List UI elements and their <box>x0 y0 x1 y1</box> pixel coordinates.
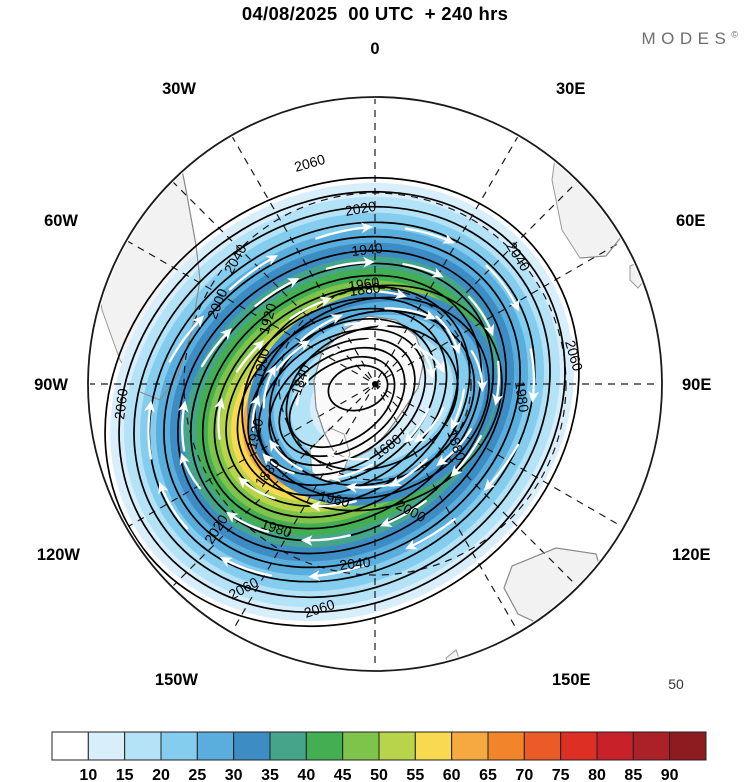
wind-streamlines <box>144 222 540 582</box>
colorbar-tick-label: 30 <box>225 767 243 782</box>
colorbar-cell <box>414 731 453 761</box>
map-boundary-circle <box>87 96 663 672</box>
colorbar-tick-label: 85 <box>624 767 642 782</box>
colorbar-tick-label: 45 <box>334 767 352 782</box>
contour-label: 1920 <box>243 416 266 450</box>
vector-scale-legend: 50 <box>668 676 684 690</box>
colorbar-cell <box>596 731 634 761</box>
contour-label: 2040 <box>339 554 372 573</box>
contour-label: 2060 <box>111 387 131 420</box>
polar-map: 2060 2020 2040 1940 1960 1880 1920 2000 … <box>0 30 750 690</box>
colorbar-cell <box>560 731 598 761</box>
colorbar-tick-label: 60 <box>443 767 461 782</box>
brand-text: MODES <box>641 29 732 48</box>
colorbar-tick-label: 50 <box>370 767 388 782</box>
lon-label-60e: 60E <box>676 212 705 230</box>
colorbar-cell <box>196 731 235 761</box>
colorbar-cell <box>669 731 707 761</box>
lon-label-150w: 150W <box>155 671 199 689</box>
colorbar-cell <box>487 731 525 761</box>
map-svg: 2060 2020 2040 1940 1960 1880 1920 2000 … <box>34 40 711 690</box>
contour-value-labels: 2060 2020 2040 1940 1960 1880 1920 2000 … <box>111 151 586 621</box>
lon-label-30w: 30W <box>162 80 196 98</box>
contour-label: 1980 <box>512 380 532 413</box>
lon-label-90e: 90E <box>682 376 711 394</box>
lon-label-120w: 120W <box>37 546 81 564</box>
colorbar-tick-label: 75 <box>552 767 570 782</box>
colorbar-cell <box>378 731 416 761</box>
contour-label: 1940 <box>351 240 384 259</box>
colorbar-cell <box>87 731 126 761</box>
lon-label-0: 0 <box>370 40 379 58</box>
colorbar-cell <box>124 731 162 761</box>
colorbar-cell <box>51 731 89 761</box>
colorbar-cells <box>51 731 707 761</box>
page-title: 04/08/2025 00 UTC + 240 hrs <box>241 3 509 24</box>
colorbar-tick-label: 55 <box>406 767 424 782</box>
colorbar: 10 15 20 25 30 35 40 45 50 55 60 65 70 75 80 85 90 <box>0 726 750 782</box>
colorbar-tick-label: 35 <box>261 767 279 782</box>
lon-label-120e: 120E <box>672 546 711 564</box>
colorbar-cell <box>632 731 671 761</box>
colorbar-tick-label: 80 <box>588 767 606 782</box>
colorbar-cell <box>269 731 307 761</box>
colorbar-tick-label: 25 <box>188 767 206 782</box>
contour-label: 2020 <box>344 198 378 219</box>
colorbar-tick-label: 15 <box>116 767 134 782</box>
colorbar-tick-label: 20 <box>152 767 170 782</box>
colorbar-tick-label: 65 <box>479 767 497 782</box>
copyright-icon: © <box>731 29 738 40</box>
lon-label-90w: 90W <box>34 376 68 394</box>
colorbar-cell <box>523 731 562 761</box>
contour-label: 1960 <box>347 274 380 294</box>
colorbar-tick-label: 40 <box>297 767 315 782</box>
colorbar-cell <box>342 731 380 761</box>
colorbar-cell <box>233 731 271 761</box>
colorbar-cell <box>160 731 198 761</box>
colorbar-cell <box>451 731 489 761</box>
contour-label: 1960 <box>317 487 351 510</box>
colorbar-cell <box>305 731 344 761</box>
lon-label-60w: 60W <box>44 212 78 230</box>
contour-label: 1900 <box>250 347 272 381</box>
vector-scale-label: 50 <box>668 676 684 690</box>
colorbar-tick-labels: 10 15 20 25 30 35 40 45 50 55 60 65 70 75 80 85 90 <box>79 767 678 782</box>
colorbar-svg: 10 15 20 25 30 35 40 45 50 55 60 65 70 75 80 85 90 <box>51 731 707 782</box>
height-contours <box>104 176 580 628</box>
lon-label-150e: 150E <box>552 671 591 689</box>
colorbar-tick-label: 90 <box>661 767 679 782</box>
longitude-labels: 0 30E 60E 90E 120E 150E 180 150W 120W 90… <box>34 40 711 689</box>
modes-logo: MODES© <box>642 29 738 49</box>
colorbar-tick-label: 70 <box>515 767 533 782</box>
colorbar-tick-label: 10 <box>79 767 97 782</box>
lon-label-30e: 30E <box>556 80 585 98</box>
contour-label: 1880 <box>348 279 381 299</box>
